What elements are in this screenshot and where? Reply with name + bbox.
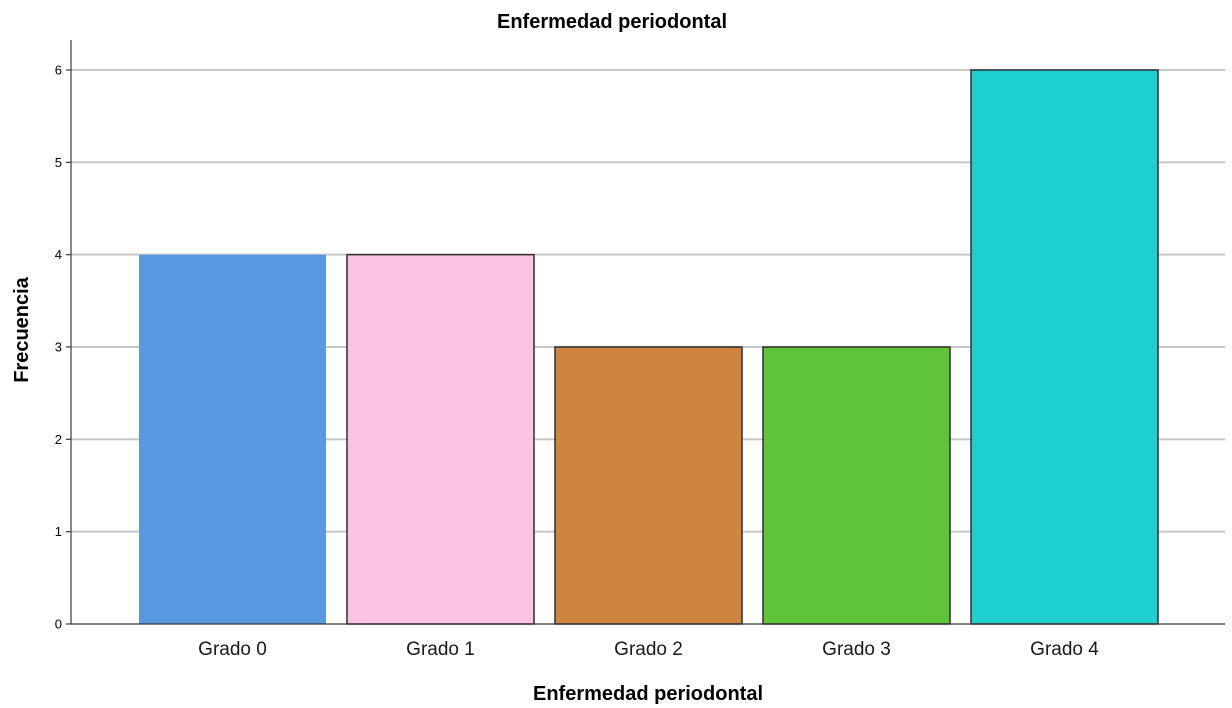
x-tick-label: Grado 3 — [822, 639, 891, 660]
y-tick-label: 2 — [55, 432, 62, 447]
y-tick-label: 3 — [55, 340, 62, 355]
y-tick-label: 1 — [55, 524, 62, 539]
bar-grado-3 — [762, 346, 951, 625]
bars — [139, 69, 1159, 625]
axes — [70, 40, 1225, 625]
bar-grado-4 — [970, 69, 1159, 625]
y-tick-label: 0 — [55, 617, 62, 632]
x-tick-label: Grado 2 — [614, 639, 683, 660]
bar-grado-2 — [554, 346, 743, 625]
bar-grado-0 — [139, 254, 326, 624]
x-tick-label: Grado 4 — [1030, 639, 1099, 660]
y-axis-label: Frecuencia — [11, 276, 33, 382]
y-tick-label: 5 — [55, 155, 62, 170]
x-axis-label: Enfermedad periodontal — [533, 683, 763, 705]
chart-title: Enfermedad periodontal — [497, 11, 727, 33]
bar-grado-1 — [346, 253, 535, 625]
x-tick-label: Grado 1 — [406, 639, 475, 660]
x-tick-labels: Grado 0 Grado 1 Grado 2 Grado 3 Grado 4 — [198, 639, 1099, 660]
y-tick-labels: 0 1 2 3 4 5 6 — [55, 63, 71, 632]
y-tick-label: 4 — [55, 247, 62, 262]
y-tick-label: 6 — [55, 63, 62, 78]
x-tick-label: Grado 0 — [198, 639, 267, 660]
